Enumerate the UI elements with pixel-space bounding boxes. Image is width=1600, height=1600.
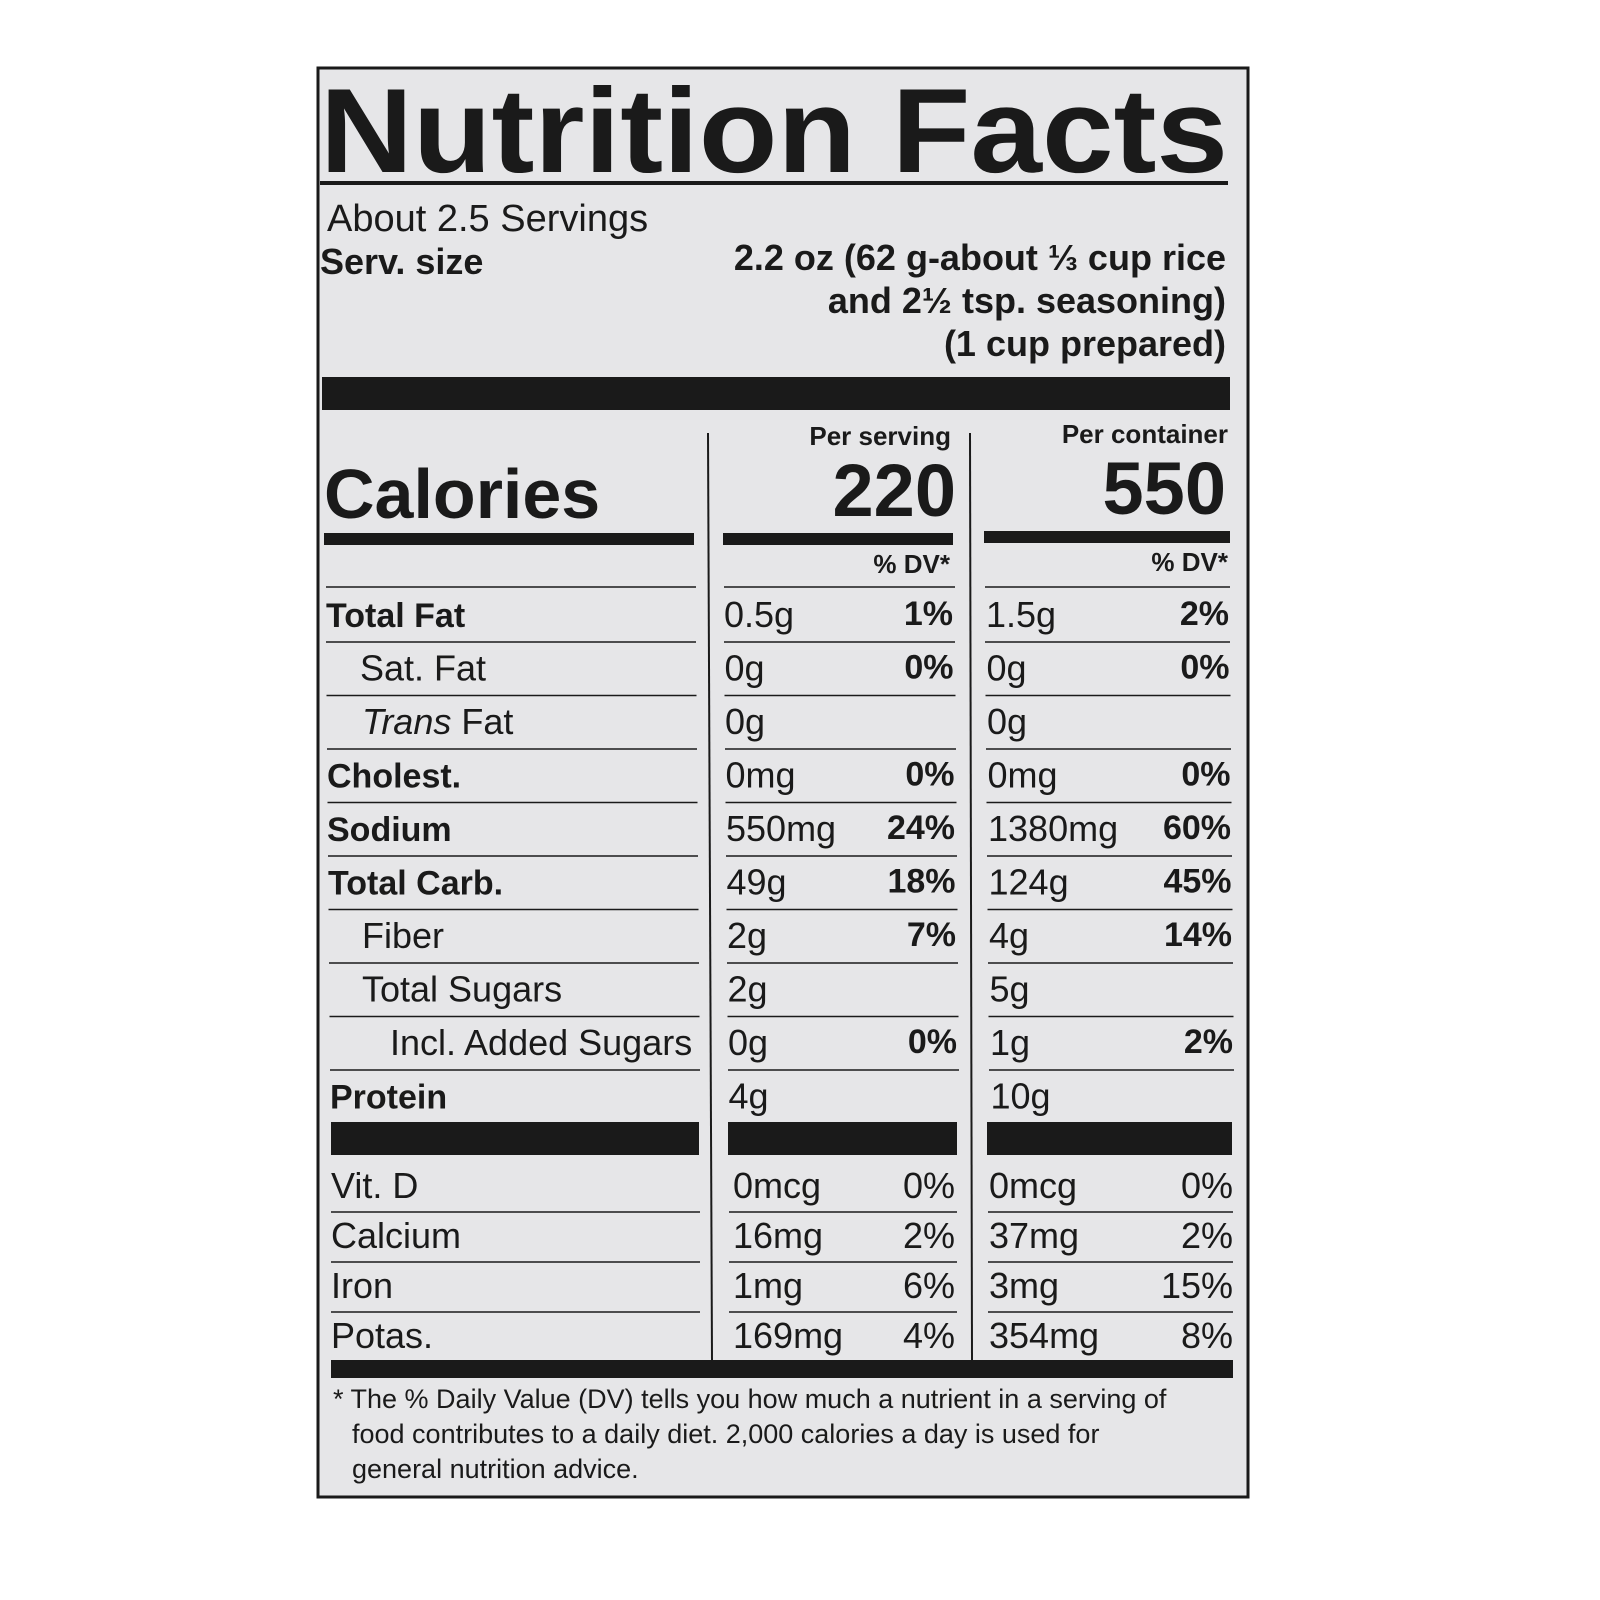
daily-value: 18% [887, 863, 955, 901]
calories-label: Calories [324, 455, 600, 533]
amount: 550mg [726, 808, 836, 849]
amount: 4g [729, 1076, 769, 1117]
amount: 0g [725, 701, 765, 742]
column-divider [707, 432, 713, 1361]
daily-value: 6% [903, 1265, 955, 1306]
per-serving-label: Per serving [809, 421, 951, 451]
serving-size-label: Serv. size [320, 241, 483, 282]
dv-header: % DV* [1151, 547, 1228, 577]
daily-value: 8% [1181, 1315, 1233, 1356]
amount: 124g [989, 862, 1069, 903]
nutrient-name: Total Fat [326, 597, 465, 635]
nutrient-name: Sat. Fat [360, 648, 486, 689]
amount: 0g [987, 648, 1027, 689]
amount: 16mg [733, 1215, 823, 1256]
vitamin-name: Iron [331, 1265, 393, 1306]
amount: 169mg [733, 1315, 843, 1356]
amount: 0mg [726, 755, 796, 796]
daily-value: 0% [905, 756, 954, 794]
bar [324, 533, 694, 545]
amount: 2g [727, 915, 767, 956]
thick-bar [322, 377, 1230, 410]
vitamin-name: Potas. [331, 1315, 433, 1356]
nutrient-name: Cholest. [327, 758, 461, 796]
footnote: * The % Daily Value (DV) tells you how m… [333, 1384, 1167, 1414]
serving-size: and 2½ tsp. seasoning) [828, 280, 1226, 321]
nutrient-name: Fat [461, 701, 513, 742]
calories-container: 550 [1103, 447, 1226, 530]
amount: 4g [989, 915, 1029, 956]
nutrient-name: Total Sugars [362, 969, 562, 1010]
daily-value: 15% [1161, 1265, 1233, 1306]
nutrient-name: Total Carb. [328, 865, 503, 903]
vitamin-name: Calcium [331, 1215, 461, 1256]
label-panel [316, 66, 1250, 1499]
amount: 2g [728, 969, 768, 1010]
daily-value: 2% [1180, 595, 1229, 633]
amount: 1.5g [986, 594, 1056, 635]
daily-value: 0% [903, 1165, 955, 1206]
amount: 37mg [989, 1215, 1079, 1256]
amount: 0g [987, 701, 1027, 742]
bar [723, 533, 953, 545]
daily-value: 2% [1181, 1215, 1233, 1256]
amount: 3mg [989, 1265, 1059, 1306]
title: Nutrition Facts [320, 64, 1228, 198]
dv-header: % DV* [873, 549, 950, 579]
rule [320, 181, 1228, 185]
amount: 1mg [733, 1265, 803, 1306]
daily-value: 60% [1163, 809, 1231, 847]
amount: 10g [991, 1076, 1051, 1117]
daily-value: 14% [1164, 916, 1232, 954]
daily-value: 1% [904, 595, 953, 633]
amount: 5g [990, 969, 1030, 1010]
daily-value: 2% [903, 1215, 955, 1256]
serving-size: 2.2 oz (62 g-about ⅓ cup rice [734, 237, 1226, 278]
bar [984, 531, 1230, 543]
amount: 0mcg [733, 1165, 821, 1206]
per-container-label: Per container [1062, 419, 1228, 449]
amount: 1380mg [988, 808, 1118, 849]
amount: 0g [728, 1022, 768, 1063]
bar [331, 1360, 1233, 1378]
servings: About 2.5 Servings [327, 198, 648, 240]
amount: 0mg [988, 755, 1058, 796]
daily-value: 0% [908, 1023, 957, 1061]
nutrient-name: Sodium [327, 811, 452, 849]
daily-value: 24% [887, 809, 955, 847]
nutrient-name: Incl. Added Sugars [390, 1022, 692, 1063]
daily-value: 4% [903, 1315, 955, 1356]
amount: 0g [725, 648, 765, 689]
serving-size: (1 cup prepared) [944, 323, 1226, 364]
column-divider [969, 432, 973, 1361]
daily-value: 2% [1184, 1023, 1233, 1061]
vitamin-name: Vit. D [331, 1165, 418, 1206]
amount: 354mg [989, 1315, 1099, 1356]
nutrient-name-italic: Trans [362, 701, 451, 742]
bar [728, 1122, 957, 1155]
nutrient-name: Trans Fat [362, 701, 513, 742]
daily-value: 0% [1180, 649, 1229, 687]
daily-value: 0% [1181, 1165, 1233, 1206]
amount: 0.5g [724, 594, 794, 635]
daily-value: 7% [907, 916, 956, 954]
daily-value: 0% [1181, 756, 1230, 794]
daily-value: 45% [1163, 863, 1231, 901]
bar [331, 1122, 699, 1155]
amount: 0mcg [989, 1165, 1077, 1206]
daily-value: 0% [904, 649, 953, 687]
nutrient-name: Protein [330, 1079, 447, 1117]
amount: 1g [990, 1022, 1030, 1063]
footnote: food contributes to a daily diet. 2,000 … [352, 1419, 1099, 1449]
bar [987, 1122, 1232, 1155]
footnote: general nutrition advice. [352, 1454, 639, 1484]
nutrient-name: Fiber [362, 915, 444, 956]
calories-serving: 220 [833, 449, 956, 532]
amount: 49g [727, 862, 787, 903]
